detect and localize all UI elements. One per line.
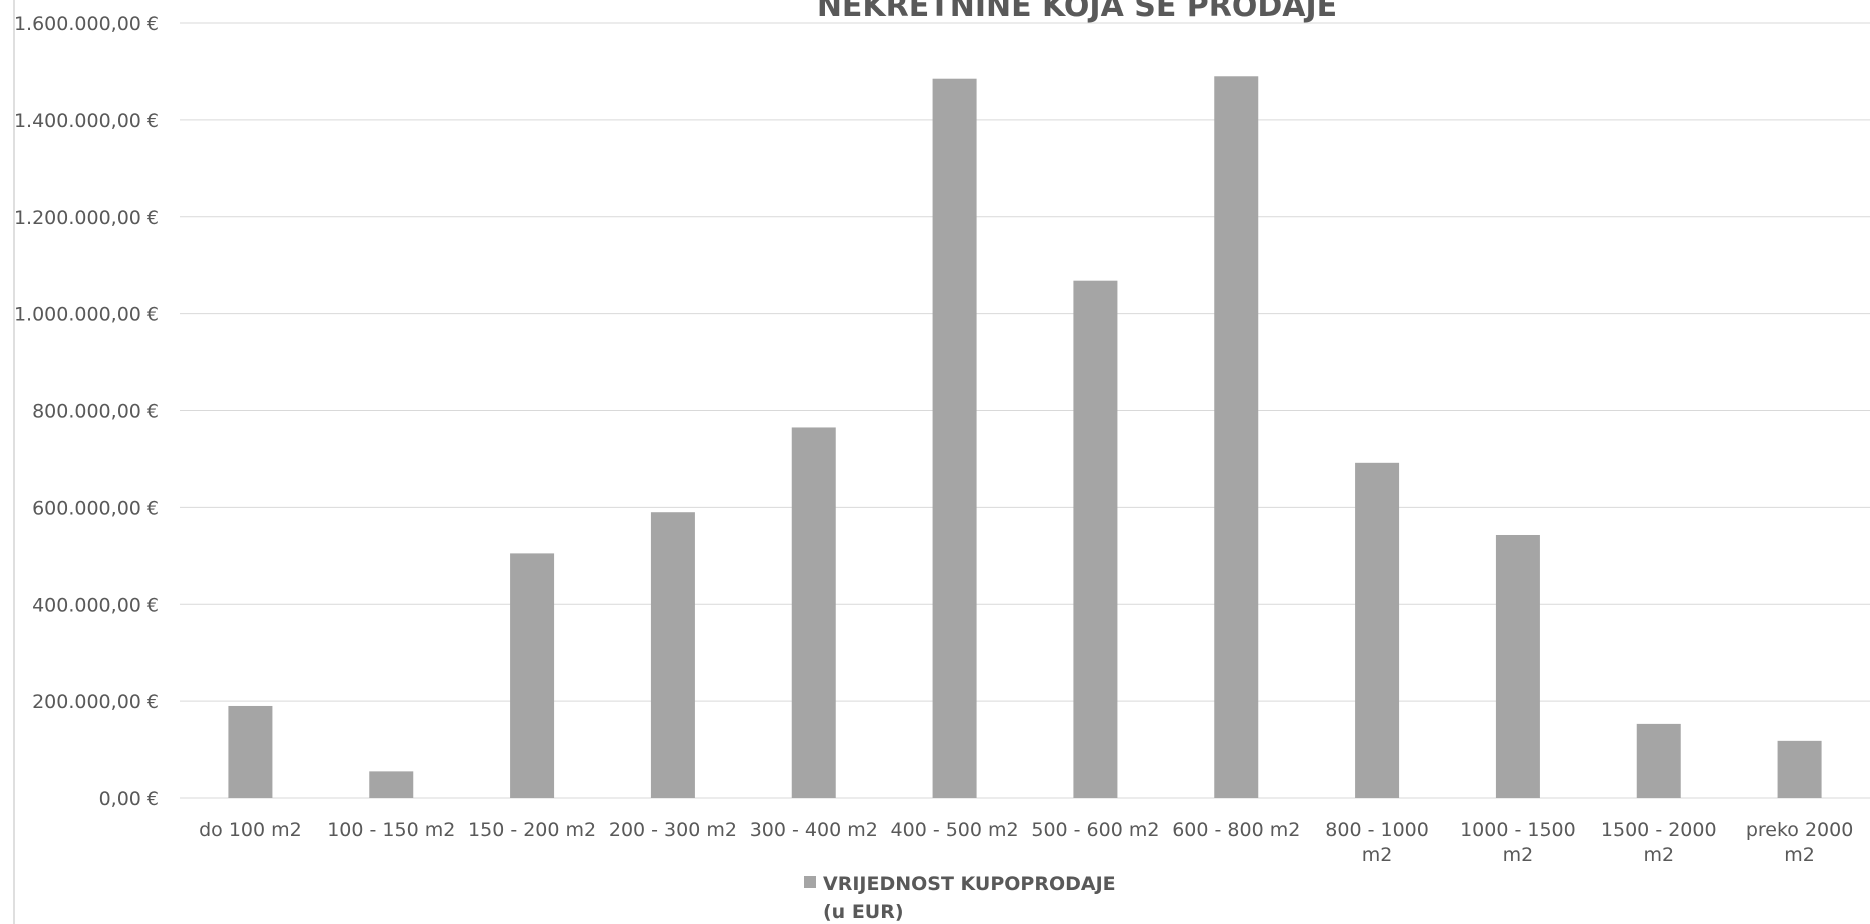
bar xyxy=(1777,740,1822,798)
legend-swatch xyxy=(804,876,816,888)
bar xyxy=(228,705,273,798)
bar xyxy=(369,771,414,798)
bar xyxy=(791,427,836,798)
x-tick-label: 300 - 400 m2 xyxy=(750,819,878,841)
y-tick-label: 0,00 € xyxy=(99,788,159,810)
x-tick-label: preko 2000 m2 xyxy=(1746,819,1854,866)
bars xyxy=(228,76,1822,798)
bar xyxy=(932,78,977,798)
legend-label: VRIJEDNOST KUPOPRODAJE xyxy=(823,873,1116,895)
y-tick-label: 1.600.000,00 € xyxy=(14,13,159,35)
y-tick-label: 1.000.000,00 € xyxy=(14,304,159,326)
y-tick-label: 400.000,00 € xyxy=(32,594,159,616)
y-tick-label: 600.000,00 € xyxy=(32,497,159,519)
x-tick-label: 400 - 500 m2 xyxy=(891,819,1019,841)
chart-title: NEKRETNINE KOJA SE PRODAJE xyxy=(817,0,1337,24)
x-tick-label: 1000 - 1500 m2 xyxy=(1460,819,1576,866)
y-axis-ticks: 0,00 € 200.000,00 € 400.000,00 € 600.000,00… xyxy=(14,13,159,810)
gridlines xyxy=(180,22,1870,799)
legend-label-line2: (u EUR) xyxy=(823,901,904,923)
x-tick-label: 1500 - 2000 m2 xyxy=(1601,819,1717,866)
x-tick-label: 100 - 150 m2 xyxy=(327,819,455,841)
y-tick-label: 1.400.000,00 € xyxy=(14,110,159,132)
x-tick-label: 150 - 200 m2 xyxy=(468,819,596,841)
bar xyxy=(650,512,695,798)
bar xyxy=(1495,534,1540,798)
bar xyxy=(510,553,555,798)
y-tick-label: 800.000,00 € xyxy=(32,401,159,423)
x-tick-label: 600 - 800 m2 xyxy=(1172,819,1300,841)
bar xyxy=(1355,462,1400,798)
bar xyxy=(1214,76,1259,798)
x-tick-label: 500 - 600 m2 xyxy=(1031,819,1159,841)
y-tick-label: 200.000,00 € xyxy=(32,691,159,713)
x-tick-label: 800 - 1000 m2 xyxy=(1325,819,1429,866)
legend: VRIJEDNOST KUPOPRODAJE (u EUR) xyxy=(804,873,1116,923)
x-tick-label: do 100 m2 xyxy=(199,819,302,841)
x-axis-ticks: do 100 m2 100 - 150 m2 150 - 200 m2 200 - 3… xyxy=(199,819,1853,866)
bar xyxy=(1073,280,1118,798)
x-tick-label: 200 - 300 m2 xyxy=(609,819,737,841)
bar xyxy=(1636,723,1681,798)
y-tick-label: 1.200.000,00 € xyxy=(14,207,159,229)
